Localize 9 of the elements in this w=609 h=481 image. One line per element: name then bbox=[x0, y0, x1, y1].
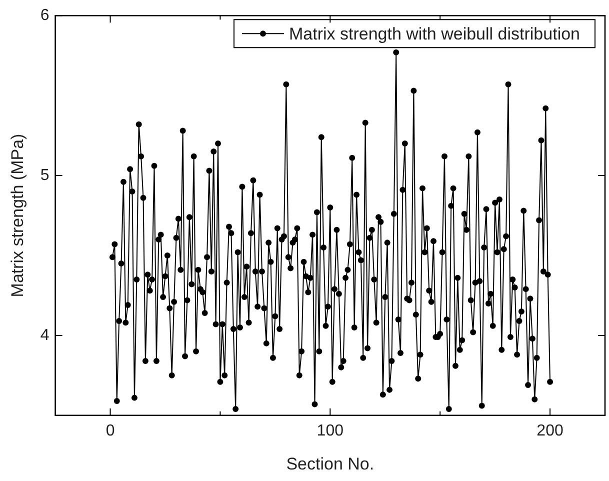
x-axis-title: Section No. bbox=[286, 454, 374, 474]
legend-label: Matrix strength with weibull distribution bbox=[288, 24, 580, 44]
y-axis-title: Matrix strength (MPa) bbox=[8, 134, 27, 298]
x-tick-label: 200 bbox=[536, 422, 564, 440]
x-tick-label: 100 bbox=[316, 422, 344, 440]
x-tick-label: 0 bbox=[106, 422, 115, 440]
y-tick-label: 5 bbox=[40, 166, 50, 184]
y-tick-label: 4 bbox=[40, 326, 50, 344]
y-tick-label: 6 bbox=[40, 7, 50, 24]
